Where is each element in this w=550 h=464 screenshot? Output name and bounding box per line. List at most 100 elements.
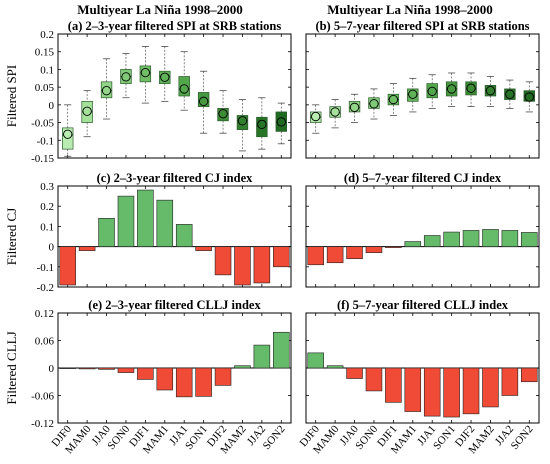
- box-mean-marker: [82, 106, 92, 116]
- y-tick-label: 0.2: [40, 29, 54, 41]
- x-tick-label: SON2: [509, 423, 536, 452]
- bar-JJA0: [346, 246, 363, 260]
- bar-DJF1: [385, 246, 402, 248]
- box-mean-marker: [330, 107, 340, 117]
- bar-SON2: [521, 367, 538, 383]
- plot-frame: [57, 33, 292, 159]
- box-mean-marker: [311, 111, 321, 122]
- bar-MAM2: [234, 365, 251, 369]
- bar-DJF1: [385, 367, 402, 403]
- panel-a: (a) 2–3-year filtered SPI at SRB station…: [4, 19, 292, 165]
- y-tick-label: 0.3: [40, 181, 54, 193]
- box-mean-marker: [101, 86, 112, 96]
- plot-frame: [57, 312, 292, 424]
- y-tick-label: 0: [49, 100, 55, 112]
- x-tick-label: SON2: [261, 423, 288, 452]
- box-mean-marker: [140, 67, 151, 78]
- box-mean-marker: [505, 89, 515, 99]
- bar-DJF1: [137, 189, 154, 247]
- plot-frame: [305, 33, 540, 159]
- panel-b: (b) 5–7-year filtered SPI at SRB station…: [305, 19, 540, 159]
- y-tick-label: -0.2: [37, 282, 54, 294]
- bar-JJA0: [98, 218, 115, 247]
- bar-MAM2: [234, 246, 251, 286]
- box-mean-marker: [388, 94, 399, 105]
- panel-f: (f) 5–7-year filtered CLLJ indexDJF0MAM0…: [297, 298, 540, 456]
- box-mean-marker: [257, 119, 267, 129]
- y-tick-label: 0: [49, 242, 55, 254]
- panel-title: (d) 5–7-year filtered CJ index: [344, 171, 502, 185]
- panel-c: (c) 2–3-year filtered CJ index Filtered C…: [4, 171, 292, 294]
- y-axis-label: Filtered SPI: [4, 65, 19, 127]
- y-tick-label: 0.1: [40, 64, 54, 76]
- y-tick-label: 0.1: [40, 221, 54, 233]
- box-mean-marker: [63, 129, 73, 139]
- bar-SON0: [365, 246, 383, 253]
- bar-SON1: [195, 246, 212, 251]
- bar-MAM1: [404, 241, 422, 247]
- box-mean-marker: [466, 83, 476, 93]
- plot-frame: [305, 312, 540, 424]
- panel-title: (a) 2–3-year filtered SPI at SRB station…: [68, 19, 282, 33]
- panel-title: (f) 5–7-year filtered CLLJ index: [337, 298, 509, 312]
- box-mean-marker: [349, 102, 360, 112]
- bar-MAM2: [482, 229, 499, 247]
- bar-DJF0: [59, 246, 76, 286]
- panel-title: (c) 2–3-year filtered CJ index: [97, 171, 253, 185]
- y-tick-label: 0.15: [35, 47, 55, 59]
- bar-SON1: [195, 367, 212, 397]
- y-axis-label: Filtered CLLJ: [4, 331, 19, 404]
- bar-MAM1: [156, 367, 174, 391]
- bar-SON1: [443, 231, 460, 247]
- x-tick-label: SON1: [183, 423, 210, 452]
- y-tick-label: 0.2: [40, 201, 54, 213]
- y-tick-label: -0.1: [37, 135, 54, 147]
- y-tick-label: 0.05: [35, 82, 55, 94]
- bar-DJF2: [214, 246, 232, 276]
- bar-SON2: [521, 232, 538, 247]
- x-tick-label: SON0: [105, 423, 132, 452]
- x-tick-label: SON0: [353, 423, 380, 452]
- y-tick-label: 0.12: [35, 308, 54, 320]
- bar-MAM1: [156, 199, 174, 247]
- bar-MAM0: [326, 246, 344, 264]
- bar-JJA2: [501, 367, 519, 396]
- panel-title: (b) 5–7-year filtered SPI at SRB station…: [315, 19, 529, 33]
- box-mean-marker: [446, 84, 457, 94]
- y-tick-label: 0.06: [35, 336, 55, 348]
- bar-MAM1: [404, 367, 422, 412]
- box-mean-marker: [524, 92, 534, 102]
- bar-JJA2: [501, 230, 519, 247]
- bar-JJA0: [346, 367, 363, 379]
- panel-e: (e) 2–3-year filtered CLLJ index Filtered…: [4, 298, 292, 456]
- x-tick-label: SON1: [431, 423, 458, 452]
- box-mean-marker: [198, 96, 209, 106]
- bar-SON2: [273, 246, 290, 268]
- box-mean-marker: [121, 72, 131, 82]
- bar-SON2: [273, 331, 290, 369]
- box-mean-marker: [485, 86, 496, 96]
- column-header-left: Multiyear La Niña 1998–2000: [77, 2, 243, 17]
- bar-SON0: [117, 195, 135, 247]
- box-mean-marker: [160, 72, 170, 82]
- y-tick-label: -0.1: [37, 262, 54, 274]
- bar-MAM0: [326, 365, 344, 369]
- bar-DJF2: [462, 367, 480, 415]
- box-mean-marker: [218, 109, 228, 119]
- y-tick-label: -0.06: [31, 391, 54, 403]
- bar-MAM0: [78, 246, 96, 251]
- bar-DJF1: [137, 367, 154, 380]
- bar-JJA0: [98, 367, 115, 370]
- bar-MAM0: [78, 367, 96, 370]
- plot-frame: [57, 185, 292, 288]
- bar-JJA1: [423, 367, 441, 417]
- bar-MAM2: [482, 367, 499, 408]
- y-tick-label: -0.05: [31, 118, 54, 130]
- bar-SON0: [365, 367, 383, 392]
- bar-DJF0: [307, 352, 324, 369]
- bar-JJA1: [423, 235, 441, 247]
- bar-DJF0: [59, 367, 76, 369]
- box-mean-marker: [427, 86, 437, 97]
- y-tick-label: -0.15: [31, 153, 54, 165]
